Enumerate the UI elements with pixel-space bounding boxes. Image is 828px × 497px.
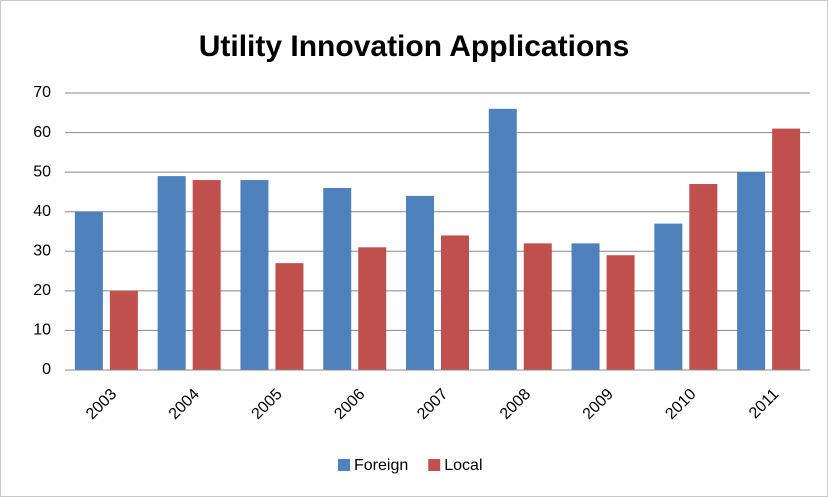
bar xyxy=(74,211,103,370)
bar xyxy=(358,247,387,370)
bar xyxy=(606,255,635,370)
legend-swatch xyxy=(338,459,350,471)
y-tick-label: 20 xyxy=(33,282,51,299)
y-tick-label: 40 xyxy=(33,203,51,220)
y-tick-label: 10 xyxy=(33,322,51,339)
y-tick-label: 60 xyxy=(33,124,51,141)
bar xyxy=(192,180,221,370)
bar xyxy=(488,108,517,370)
bar xyxy=(571,243,600,370)
bar xyxy=(689,184,718,370)
legend-swatch xyxy=(428,459,441,471)
chart-title: Utility Innovation Applications xyxy=(199,30,630,63)
bar xyxy=(772,128,801,370)
legend-label: Local xyxy=(444,457,482,474)
bar xyxy=(109,290,138,370)
y-tick-label: 50 xyxy=(33,163,51,180)
legend-label: Foreign xyxy=(354,457,408,474)
bar xyxy=(275,263,304,370)
bar xyxy=(406,195,434,370)
bar xyxy=(737,172,766,370)
bar xyxy=(523,243,552,370)
y-tick-label: 30 xyxy=(33,243,51,260)
y-tick-label: 70 xyxy=(33,84,51,101)
bar xyxy=(323,187,352,370)
bar xyxy=(654,223,683,370)
bar xyxy=(240,180,269,370)
bar xyxy=(157,176,186,370)
bar xyxy=(441,235,469,370)
y-tick-label: 0 xyxy=(42,361,51,378)
